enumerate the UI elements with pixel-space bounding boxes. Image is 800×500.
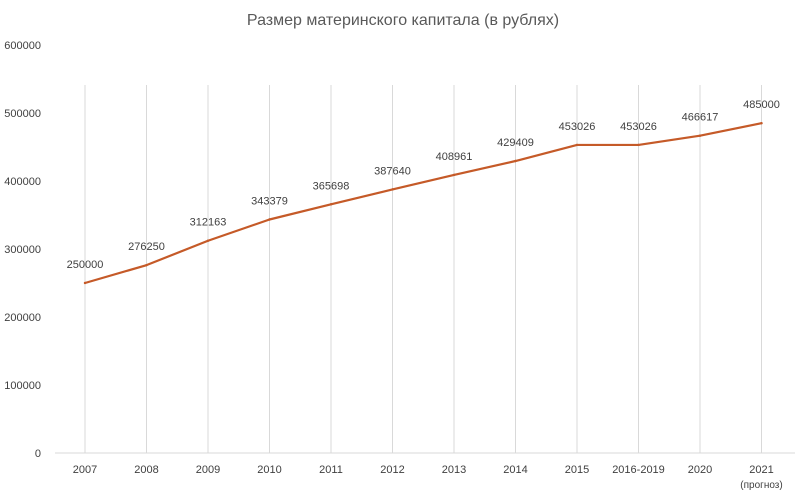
y-tick-label: 300000 xyxy=(4,244,41,256)
x-tick-label: 2009 xyxy=(196,464,220,476)
x-tick-label: 2010 xyxy=(257,464,281,476)
data-label: 250000 xyxy=(67,259,104,271)
series-line-segment xyxy=(268,203,333,221)
x-tick-label: 2011 xyxy=(319,464,343,476)
data-label: 453026 xyxy=(620,121,657,133)
series-line-segment xyxy=(83,264,148,285)
data-label: 429409 xyxy=(497,137,534,149)
series-line-segment xyxy=(145,239,210,267)
data-point xyxy=(206,239,210,242)
data-point xyxy=(698,134,702,137)
series-line-segment xyxy=(452,159,517,177)
y-tick-label: 200000 xyxy=(4,312,41,324)
series-line-segment xyxy=(698,122,763,137)
x-tick-label: 2008 xyxy=(134,464,158,476)
data-point xyxy=(760,122,763,125)
data-label: 365698 xyxy=(313,180,350,192)
series-line-segment xyxy=(391,173,456,191)
x-tick-label: 2012 xyxy=(380,464,404,476)
x-axis-ticks: 2007 2008 2009 2010 2011 2012 2013 2014 2015 2016… xyxy=(73,464,783,491)
x-tick-note: (прогноз) xyxy=(740,480,782,491)
series-line-segment xyxy=(329,188,394,206)
grid-lines xyxy=(84,85,762,453)
x-tick-label: 2007 xyxy=(73,464,97,476)
data-point xyxy=(452,173,456,177)
y-tick-label: 500000 xyxy=(4,108,41,120)
x-tick-label: 2016-2019 xyxy=(612,464,665,476)
x-tick-label: 2014 xyxy=(503,464,527,476)
data-point xyxy=(329,203,333,206)
series-line-segment xyxy=(514,143,579,163)
data-label: 312163 xyxy=(190,217,227,229)
data-label: 485000 xyxy=(743,99,780,111)
x-tick-label: 2021 xyxy=(749,464,773,476)
data-point xyxy=(514,159,517,163)
data-labels: 250000 276250 312163 343379 365698 387640 4089… xyxy=(67,99,780,271)
x-tick-label: 2013 xyxy=(442,464,466,476)
series-layer xyxy=(83,122,763,285)
y-tick-label: 100000 xyxy=(4,380,41,392)
data-label: 453026 xyxy=(559,121,596,133)
y-tick-label: 0 xyxy=(35,448,41,460)
data-point xyxy=(145,263,148,267)
data-point xyxy=(575,143,579,147)
data-point xyxy=(83,281,87,285)
data-label: 276250 xyxy=(128,241,165,253)
data-point xyxy=(391,188,394,191)
series-line-segment xyxy=(637,134,702,147)
y-tick-label: 600000 xyxy=(4,40,41,52)
data-label: 408961 xyxy=(436,151,473,163)
data-point xyxy=(268,218,271,221)
y-tick-label: 400000 xyxy=(4,176,41,188)
data-point xyxy=(637,143,640,147)
y-axis-ticks: 0 100000 200000 300000 400000 500000 600000 xyxy=(4,40,41,460)
data-label: 343379 xyxy=(251,196,288,208)
x-tick-label: 2020 xyxy=(688,464,712,476)
x-tick-label: 2015 xyxy=(565,464,589,476)
series-line-segment xyxy=(206,218,271,242)
data-label: 466617 xyxy=(682,112,719,124)
chart-title: Размер материнского капитала (в рублях) xyxy=(247,12,559,29)
data-label: 387640 xyxy=(374,165,411,177)
